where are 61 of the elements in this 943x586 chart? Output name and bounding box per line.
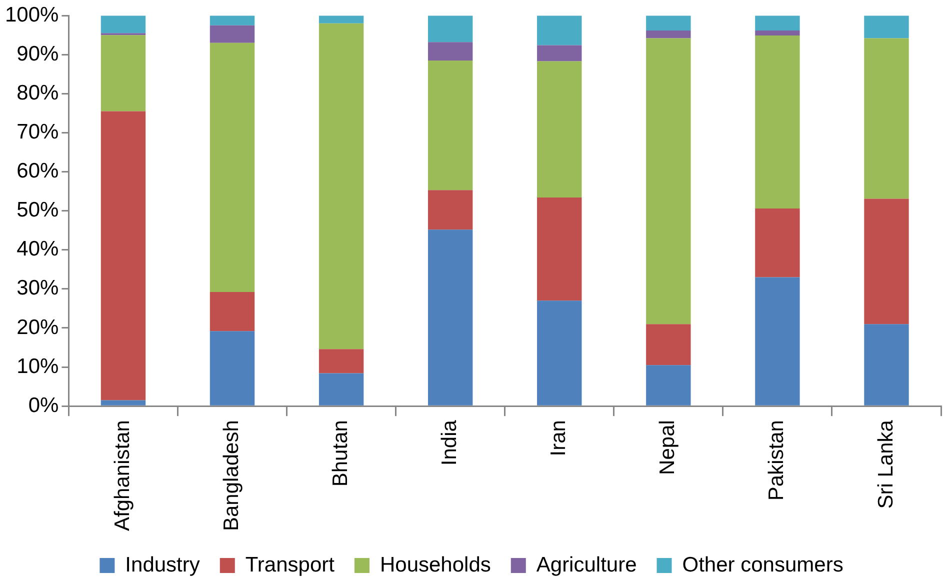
bar: [428, 16, 473, 42]
bar: [537, 61, 582, 198]
bar: [210, 25, 255, 43]
bar: [100, 400, 146, 406]
legend-label: Other consumers: [682, 553, 844, 576]
bar: [100, 16, 146, 34]
x-tick-label: Iran: [547, 420, 570, 456]
bar: [428, 42, 473, 61]
bar: [210, 16, 255, 26]
bar: [755, 36, 800, 208]
bar: [864, 38, 909, 199]
bar: [755, 277, 800, 406]
bar: [100, 35, 146, 112]
legend-label: Agriculture: [536, 553, 637, 576]
x-tick-label: Bhutan: [329, 420, 352, 487]
x-tick-label: India: [438, 420, 462, 466]
bar: [100, 111, 146, 400]
bar: [210, 292, 255, 332]
y-tick-label: 0%: [28, 394, 59, 417]
bar: [646, 365, 691, 406]
legend-label: Transport: [245, 553, 335, 576]
bar: [537, 300, 582, 406]
y-tick-label: 80%: [16, 81, 59, 104]
bar: [537, 198, 582, 301]
x-tick-label: Afghanistan: [111, 420, 134, 531]
x-tick-label: Bangladesh: [220, 420, 244, 532]
y-tick-label: 20%: [16, 316, 59, 339]
x-tick-label: Sri Lanka: [874, 420, 898, 509]
bar: [646, 30, 691, 38]
bar: [210, 42, 255, 292]
legend-label: Industry: [125, 553, 200, 576]
bar: [210, 331, 255, 406]
legend-label: Households: [380, 553, 491, 576]
bar: [537, 16, 582, 46]
bar: [864, 16, 909, 38]
y-tick-label: 60%: [16, 160, 59, 183]
bar: [646, 16, 691, 30]
bar: [537, 45, 582, 62]
y-tick-label: 10%: [16, 354, 59, 378]
y-tick-label: 70%: [16, 120, 59, 144]
bar: [755, 16, 800, 30]
bar: [755, 30, 800, 36]
bar: [318, 373, 364, 406]
bar: [864, 324, 909, 406]
bar: [318, 349, 364, 374]
bar: [755, 208, 800, 278]
bar: [318, 16, 364, 24]
y-tick-label: 90%: [16, 42, 59, 66]
y-tick-label: 30%: [16, 276, 59, 300]
x-tick-label: Pakistan: [765, 420, 788, 501]
bar: [428, 190, 473, 230]
bar: [646, 38, 691, 324]
y-tick-label: 100%: [4, 3, 59, 26]
y-tick-label: 40%: [16, 238, 59, 261]
bar: [646, 324, 691, 366]
bar: [428, 60, 473, 190]
bar: [428, 230, 473, 406]
y-tick-label: 50%: [16, 198, 59, 222]
bar: [318, 23, 364, 350]
bar: [864, 198, 909, 324]
x-tick-label: Nepal: [656, 420, 680, 475]
